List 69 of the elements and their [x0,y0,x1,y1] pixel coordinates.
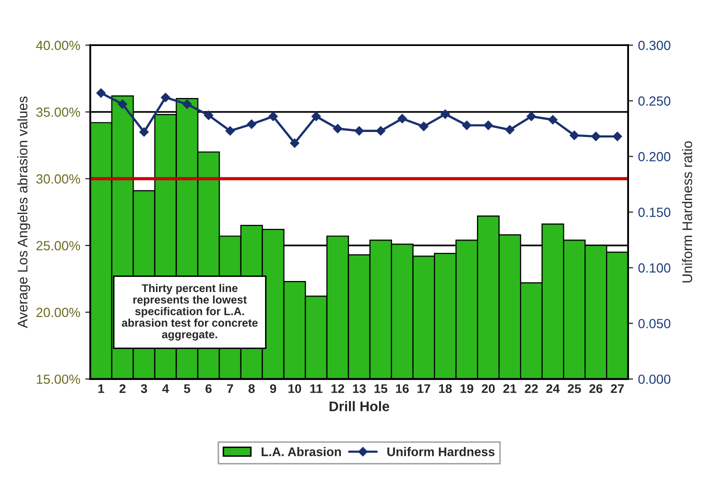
point [591,132,600,142]
y2-tick-label: 0.250 [638,96,670,106]
x-tick-label: 19 [460,384,474,394]
point [225,126,235,136]
point [354,126,364,136]
x-tick-label: 13 [353,384,366,394]
point [204,110,214,120]
y2-tick-label: 0.100 [638,263,670,273]
x-tick-label: 18 [439,384,452,394]
x-tick-label: 15 [374,384,388,394]
x-tick-label: 20 [482,384,495,394]
y2-axis-title: Uniform Hardness ratio [682,141,692,282]
point [505,125,514,134]
point [440,110,450,119]
point [139,127,149,137]
legend-label: Uniform Hardness [387,447,495,456]
x-tick-label: 12 [332,384,344,393]
x-tick-label: 22 [524,384,538,393]
x-tick-label: 25 [568,384,581,394]
point [246,120,256,129]
point [484,120,493,130]
point [312,112,321,122]
y-tick-label: 20.00% [36,308,80,318]
legend-label: L.A. Abrasion [262,447,341,456]
x-tick-label: 6 [206,384,212,394]
y2-tick-label: 0.000 [638,374,670,384]
x-tick-label: 17 [418,384,430,393]
point [333,124,342,134]
y-tick-label: 35.00% [36,108,80,117]
x-tick-label: 10 [288,384,302,394]
x-tick-label: 5 [184,384,190,394]
point [419,122,428,132]
y-axis-title: Average Los Angeles abrasion values [17,96,30,328]
point [376,126,386,136]
point [182,100,192,109]
x-tick-label: 11 [310,384,322,393]
x-tick-label: 16 [396,384,409,394]
x-tick-label: 8 [248,384,255,394]
point [570,130,579,140]
y-tick-label: 15.00% [36,374,80,384]
x-tick-label: 27 [610,384,624,393]
x-axis-title: Drill Hole [330,401,390,412]
x-tick-label: 21 [503,384,516,393]
point [160,92,170,102]
annotation: Thirty percent line represents the lowest specification for L.A. abrasion test for concrete aggregate. [122,284,258,341]
y2-tick-label: 0.300 [638,40,670,50]
y-tick-label: 25.00% [36,241,80,250]
x-tick-label: 26 [589,384,602,394]
y-tick-label: 40.00% [36,40,80,50]
point [96,88,106,98]
point [398,114,407,124]
point [526,112,536,122]
x-tick-label: 7 [227,384,234,393]
x-tick-label: 1 [98,384,104,393]
point [268,112,278,122]
x-tick-label: 4 [162,384,169,393]
point [290,138,300,148]
point [612,132,622,142]
y2-tick-label: 0.200 [638,152,670,162]
y2-tick-label: 0.050 [638,318,670,328]
point [462,120,472,130]
x-tick-label: 2 [119,384,126,393]
y-tick-label: 30.00% [36,174,80,184]
x-tick-label: 9 [270,384,276,394]
y2-tick-label: 0.150 [638,208,670,218]
point [118,100,128,109]
x-tick-label: 3 [140,384,148,394]
point [548,115,558,124]
x-tick-label: 24 [546,384,560,393]
